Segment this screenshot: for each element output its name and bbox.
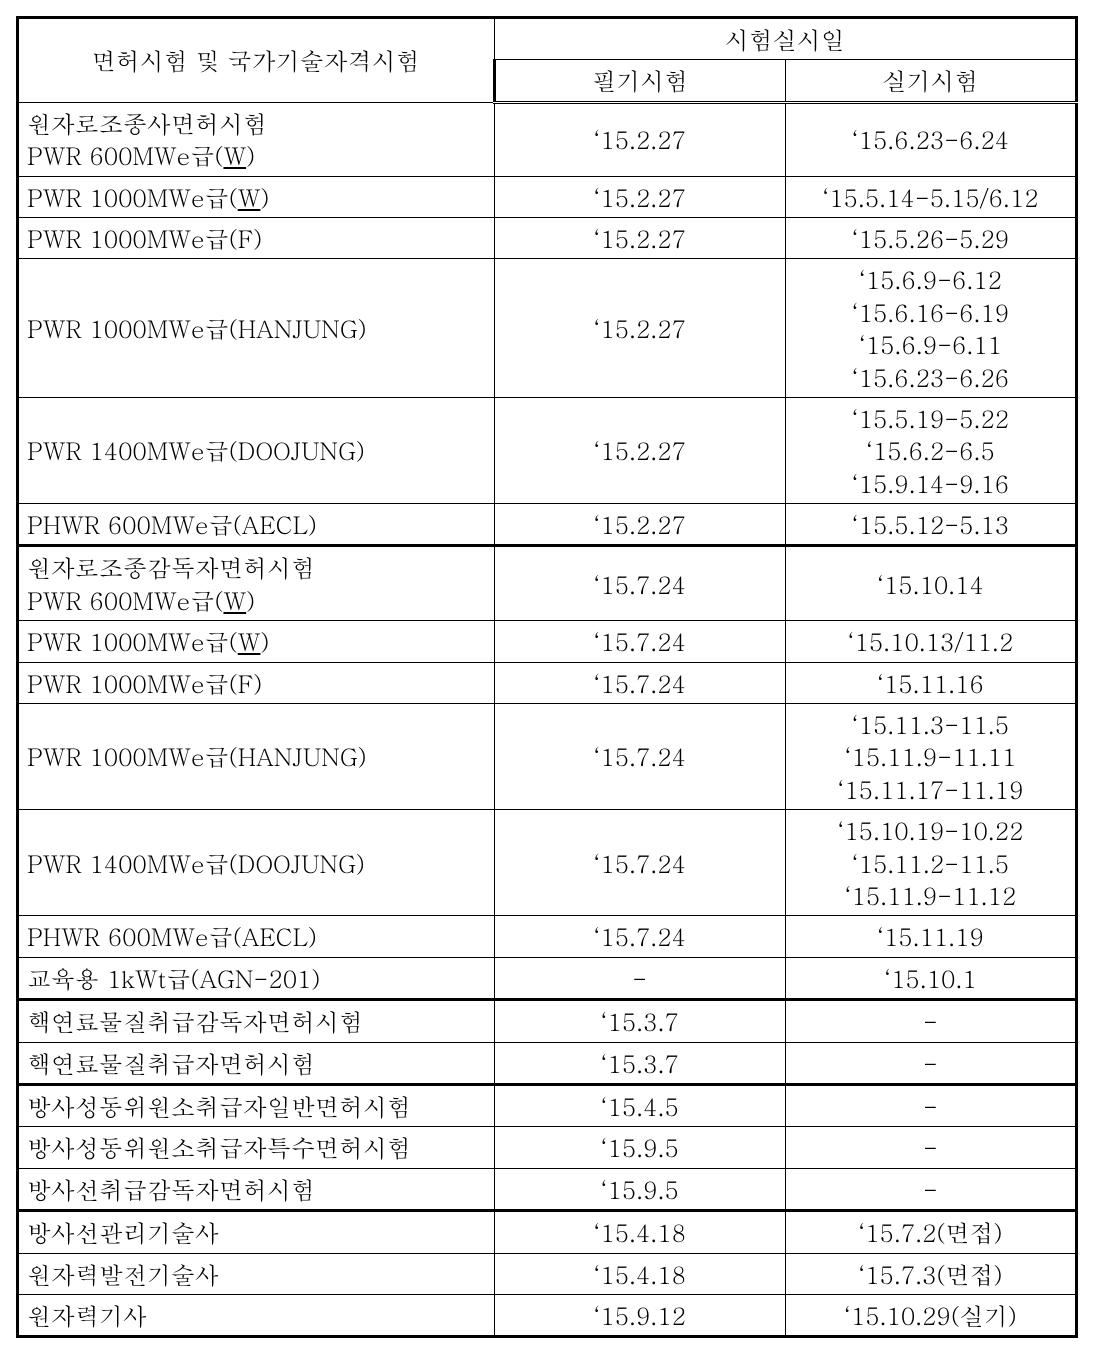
header-written: 필기시험	[494, 60, 785, 102]
practical-exam-date-cell: ‘15.11.19	[785, 916, 1076, 957]
exam-name-cell: 핵연료물질취급자면허시험	[18, 1042, 495, 1084]
table-row: 핵연료물질취급자면허시험‘15.3.7-	[18, 1042, 1077, 1084]
exam-name-cell: 방사선취급감독자면허시험	[18, 1168, 495, 1210]
practical-exam-date-cell: -	[785, 1127, 1076, 1168]
written-exam-date-cell: ‘15.7.24	[494, 704, 785, 810]
table-row: 방사성동위원소취급자특수면허시험‘15.9.5-	[18, 1127, 1077, 1168]
table-row: PWR 1400MWe급(DOOJUNG)‘15.7.24‘15.10.19-1…	[18, 810, 1077, 916]
exam-name-cell: 원자로조종감독자면허시험 PWR 600MWe급(W)	[18, 546, 495, 621]
written-exam-date-cell: -	[494, 957, 785, 999]
table-row: 원자로조종사면허시험 PWR 600MWe급(W)‘15.2.27‘15.6.2…	[18, 102, 1077, 176]
practical-exam-date-cell: ‘15.11.16	[785, 662, 1076, 703]
table-row: PHWR 600MWe급(AECL)‘15.7.24‘15.11.19	[18, 916, 1077, 957]
practical-exam-date-cell: ‘15.7.3(면접)	[785, 1253, 1076, 1294]
written-exam-date-cell: ‘15.9.12	[494, 1294, 785, 1336]
exam-name-cell: PWR 1000MWe급(HANJUNG)	[18, 259, 495, 398]
exam-name-cell: PWR 1000MWe급(W)	[18, 176, 495, 217]
written-exam-date-cell: ‘15.4.18	[494, 1253, 785, 1294]
written-exam-date-cell: ‘15.3.7	[494, 1042, 785, 1084]
practical-exam-date-cell: ‘15.5.26-5.29	[785, 217, 1076, 258]
table-row: PWR 1000MWe급(HANJUNG)‘15.7.24‘15.11.3-11…	[18, 704, 1077, 810]
table-row: 원자로조종감독자면허시험 PWR 600MWe급(W)‘15.7.24‘15.1…	[18, 546, 1077, 621]
table-row: 핵연료물질취급감독자면허시험‘15.3.7-	[18, 1000, 1077, 1042]
practical-exam-date-cell: -	[785, 1000, 1076, 1042]
table-row: PWR 1000MWe급(HANJUNG)‘15.2.27‘15.6.9-6.1…	[18, 259, 1077, 398]
written-exam-date-cell: ‘15.9.5	[494, 1127, 785, 1168]
table-row: PWR 1000MWe급(W)‘15.2.27‘15.5.14-5.15/6.1…	[18, 176, 1077, 217]
table-header-row-1: 면허시험 및 국가기술자격시험 시험실시일	[18, 18, 1077, 60]
exam-name-cell: PWR 1400MWe급(DOOJUNG)	[18, 397, 495, 503]
practical-exam-date-cell: ‘15.5.19-5.22 ‘15.6.2-6.5 ‘15.9.14-9.16	[785, 397, 1076, 503]
written-exam-date-cell: ‘15.7.24	[494, 621, 785, 662]
exam-name-cell: PWR 1000MWe급(F)	[18, 662, 495, 703]
exam-name-cell: 원자로조종사면허시험 PWR 600MWe급(W)	[18, 102, 495, 176]
written-exam-date-cell: ‘15.7.24	[494, 546, 785, 621]
practical-exam-date-cell: -	[785, 1042, 1076, 1084]
exam-name-cell: PWR 1000MWe급(HANJUNG)	[18, 704, 495, 810]
practical-exam-date-cell: ‘15.5.12-5.13	[785, 504, 1076, 546]
written-exam-date-cell: ‘15.2.27	[494, 504, 785, 546]
written-exam-date-cell: ‘15.2.27	[494, 102, 785, 176]
written-exam-date-cell: ‘15.2.27	[494, 259, 785, 398]
written-exam-date-cell: ‘15.7.24	[494, 810, 785, 916]
practical-exam-date-cell: ‘15.10.29(실기)	[785, 1294, 1076, 1336]
practical-exam-date-cell: ‘15.10.14	[785, 546, 1076, 621]
practical-exam-date-cell: ‘15.5.14-5.15/6.12	[785, 176, 1076, 217]
exam-name-cell: 핵연료물질취급감독자면허시험	[18, 1000, 495, 1042]
table-row: 원자력기사‘15.9.12‘15.10.29(실기)	[18, 1294, 1077, 1336]
written-exam-date-cell: ‘15.4.18	[494, 1211, 785, 1253]
exam-name-cell: 교육용 1kWt급(AGN-201)	[18, 957, 495, 999]
exam-name-cell: PWR 1000MWe급(W)	[18, 621, 495, 662]
exam-name-cell: 방사선관리기술사	[18, 1211, 495, 1253]
underlined-text: W	[223, 138, 246, 172]
table-row: PWR 1400MWe급(DOOJUNG)‘15.2.27‘15.5.19-5.…	[18, 397, 1077, 503]
underlined-text: W	[238, 180, 261, 214]
exam-name-cell: 방사성동위원소취급자특수면허시험	[18, 1127, 495, 1168]
header-main: 면허시험 및 국가기술자격시험	[18, 18, 495, 103]
table-row: PWR 1000MWe급(F)‘15.2.27‘15.5.26-5.29	[18, 217, 1077, 258]
exam-name-cell: 원자력기사	[18, 1294, 495, 1336]
table-row: 방사선취급감독자면허시험‘15.9.5-	[18, 1168, 1077, 1210]
table-row: 원자력발전기술사‘15.4.18‘15.7.3(면접)	[18, 1253, 1077, 1294]
exam-name-cell: 원자력발전기술사	[18, 1253, 495, 1294]
exam-name-cell: 방사성동위원소취급자일반면허시험	[18, 1084, 495, 1126]
underlined-text: W	[223, 583, 246, 617]
written-exam-date-cell: ‘15.2.27	[494, 176, 785, 217]
written-exam-date-cell: ‘15.2.27	[494, 217, 785, 258]
table-row: PHWR 600MWe급(AECL)‘15.2.27‘15.5.12-5.13	[18, 504, 1077, 546]
practical-exam-date-cell: -	[785, 1168, 1076, 1210]
practical-exam-date-cell: ‘15.10.1	[785, 957, 1076, 999]
practical-exam-date-cell: -	[785, 1084, 1076, 1126]
written-exam-date-cell: ‘15.9.5	[494, 1168, 785, 1210]
written-exam-date-cell: ‘15.2.27	[494, 397, 785, 503]
written-exam-date-cell: ‘15.3.7	[494, 1000, 785, 1042]
table-row: 교육용 1kWt급(AGN-201)-‘15.10.1	[18, 957, 1077, 999]
table-row: PWR 1000MWe급(W)‘15.7.24‘15.10.13/11.2	[18, 621, 1077, 662]
underlined-text: W	[238, 624, 261, 658]
practical-exam-date-cell: ‘15.10.19-10.22 ‘15.11.2-11.5 ‘15.11.9-1…	[785, 810, 1076, 916]
exam-name-cell: PHWR 600MWe급(AECL)	[18, 504, 495, 546]
exam-schedule-table: 면허시험 및 국가기술자격시험 시험실시일 필기시험 실기시험 원자로조종사면허…	[16, 16, 1078, 1338]
practical-exam-date-cell: ‘15.6.9-6.12 ‘15.6.16-6.19 ‘15.6.9-6.11 …	[785, 259, 1076, 398]
exam-name-cell: PHWR 600MWe급(AECL)	[18, 916, 495, 957]
exam-name-cell: PWR 1400MWe급(DOOJUNG)	[18, 810, 495, 916]
table-row: PWR 1000MWe급(F)‘15.7.24‘15.11.16	[18, 662, 1077, 703]
practical-exam-date-cell: ‘15.7.2(면접)	[785, 1211, 1076, 1253]
table-row: 방사선관리기술사‘15.4.18‘15.7.2(면접)	[18, 1211, 1077, 1253]
table-row: 방사성동위원소취급자일반면허시험‘15.4.5-	[18, 1084, 1077, 1126]
practical-exam-date-cell: ‘15.11.3-11.5 ‘15.11.9-11.11 ‘15.11.17-1…	[785, 704, 1076, 810]
written-exam-date-cell: ‘15.7.24	[494, 916, 785, 957]
header-top: 시험실시일	[494, 18, 1076, 60]
header-practical: 실기시험	[785, 60, 1076, 102]
practical-exam-date-cell: ‘15.10.13/11.2	[785, 621, 1076, 662]
exam-name-cell: PWR 1000MWe급(F)	[18, 217, 495, 258]
practical-exam-date-cell: ‘15.6.23-6.24	[785, 102, 1076, 176]
written-exam-date-cell: ‘15.4.5	[494, 1084, 785, 1126]
written-exam-date-cell: ‘15.7.24	[494, 662, 785, 703]
